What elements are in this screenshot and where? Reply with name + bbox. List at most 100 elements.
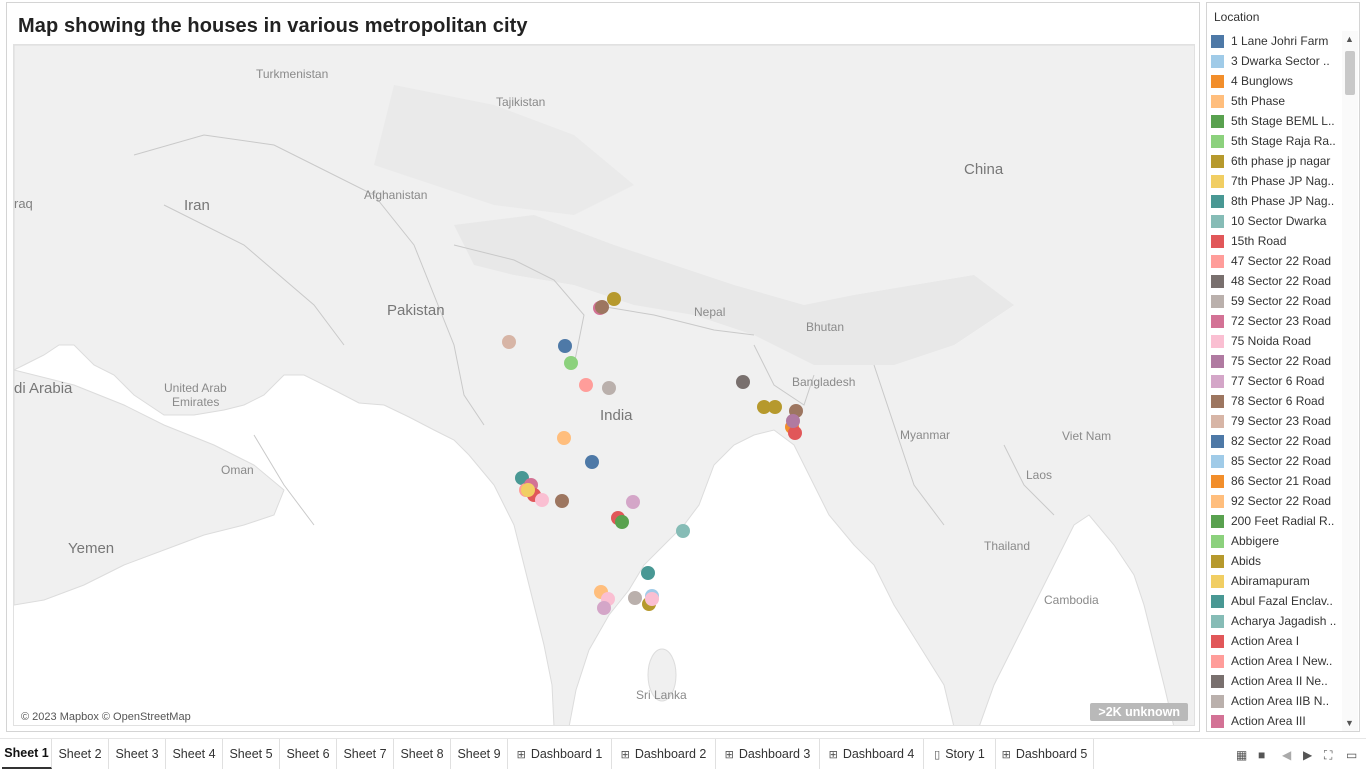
legend-item[interactable]: Action Area IIB N..: [1210, 691, 1340, 711]
tab-sheet-7[interactable]: Sheet 7: [337, 739, 394, 769]
legend-item[interactable]: 72 Sector 23 Road: [1210, 311, 1340, 331]
legend-item[interactable]: 200 Feet Radial R..: [1210, 511, 1340, 531]
tab-story-1[interactable]: ▯ Story 1: [924, 739, 996, 769]
legend-item[interactable]: 77 Sector 6 Road: [1210, 371, 1340, 391]
legend-item[interactable]: 79 Sector 23 Road: [1210, 411, 1340, 431]
legend-item[interactable]: 5th Stage Raja Ra..: [1210, 131, 1340, 151]
legend-item[interactable]: 75 Noida Road: [1210, 331, 1340, 351]
next-icon[interactable]: ▶: [1303, 748, 1313, 762]
legend-item[interactable]: 1 Lane Johri Farm: [1210, 31, 1340, 51]
legend-item[interactable]: 7th Phase JP Nag..: [1210, 171, 1340, 191]
map-label-uae-line1: United Arab: [164, 381, 227, 395]
map-label-india: India: [600, 407, 633, 424]
tab-label: Dashboard 3: [738, 747, 811, 761]
legend-item[interactable]: 3 Dwarka Sector ..: [1210, 51, 1340, 71]
legend-swatch: [1211, 494, 1224, 508]
fullscreen-icon[interactable]: ⛶: [1324, 748, 1333, 762]
legend-swatch: [1211, 114, 1224, 128]
legend-item[interactable]: 4 Bunglows: [1210, 71, 1340, 91]
location-legend: Location 1 Lane Johri Farm 3 Dwarka Secto…: [1206, 2, 1360, 732]
tab-sheet-1[interactable]: Sheet 1: [2, 739, 52, 769]
scroll-down-icon[interactable]: ▼: [1345, 718, 1354, 728]
tab-sheet-6[interactable]: Sheet 6: [280, 739, 337, 769]
dashboard-icon: ⊞: [724, 748, 734, 761]
map-label-vietnam: Viet Nam: [1062, 429, 1112, 443]
dashboard-icon: ⊞: [1001, 748, 1011, 761]
legend-item[interactable]: 59 Sector 22 Road: [1210, 291, 1340, 311]
legend-item[interactable]: Abiramapuram: [1210, 571, 1340, 591]
legend-item[interactable]: 75 Sector 22 Road: [1210, 351, 1340, 371]
prev-icon[interactable]: ◀: [1282, 748, 1292, 762]
tab-sheet-2[interactable]: Sheet 2: [52, 739, 109, 769]
legend-swatch: [1211, 674, 1224, 688]
legend-scrollbar[interactable]: ▲ ▼: [1342, 31, 1358, 731]
legend-item[interactable]: 5th Stage BEML L..: [1210, 111, 1340, 131]
legend-item[interactable]: 82 Sector 22 Road: [1210, 431, 1340, 451]
tab-sheet-3[interactable]: Sheet 3: [109, 739, 166, 769]
legend-item-label: 6th phase jp nagar: [1231, 154, 1331, 168]
legend-item[interactable]: Abbigere: [1210, 531, 1340, 551]
legend-swatch: [1211, 354, 1224, 368]
scroll-thumb[interactable]: [1345, 51, 1355, 95]
tab-dashboard-5[interactable]: ⊞ Dashboard 5: [996, 739, 1094, 769]
legend-item[interactable]: 47 Sector 22 Road: [1210, 251, 1340, 271]
map-attribution[interactable]: © 2023 Mapbox © OpenStreetMap: [19, 711, 193, 723]
legend-item[interactable]: 86 Sector 21 Road: [1210, 471, 1340, 491]
tab-label: Dashboard 4: [842, 747, 915, 761]
tab-label: Dashboard 1: [530, 747, 603, 761]
legend-item-label: 15th Road: [1231, 234, 1287, 248]
tab-sheet-9[interactable]: Sheet 9: [451, 739, 508, 769]
legend-item[interactable]: Action Area III: [1210, 711, 1340, 731]
legend-item[interactable]: 78 Sector 6 Road: [1210, 391, 1340, 411]
map-label-cambodia: Cambodia: [1044, 593, 1099, 607]
dashboard-icon: ⊞: [620, 748, 630, 761]
legend-item-label: Abiramapuram: [1231, 574, 1310, 588]
legend-item[interactable]: 15th Road: [1210, 231, 1340, 251]
legend-item-label: Abul Fazal Enclav..: [1231, 594, 1333, 608]
scroll-up-icon[interactable]: ▲: [1345, 34, 1354, 44]
legend-item-label: Acharya Jagadish ..: [1231, 614, 1337, 628]
legend-item[interactable]: Abul Fazal Enclav..: [1210, 591, 1340, 611]
tab-dashboard-4[interactable]: ⊞ Dashboard 4: [820, 739, 924, 769]
legend-item[interactable]: 85 Sector 22 Road: [1210, 451, 1340, 471]
legend-item-label: 47 Sector 22 Road: [1231, 254, 1332, 268]
legend-swatch: [1211, 134, 1224, 148]
legend-item[interactable]: Action Area I: [1210, 631, 1340, 651]
tab-dashboard-2[interactable]: ⊞ Dashboard 2: [612, 739, 716, 769]
map-view[interactable]: Turkmenistan Tajikistan Afghanistan Iran…: [13, 44, 1195, 726]
legend-item[interactable]: 48 Sector 22 Road: [1210, 271, 1340, 291]
tab-dashboard-1[interactable]: ⊞ Dashboard 1: [508, 739, 612, 769]
tab-sheet-4[interactable]: Sheet 4: [166, 739, 223, 769]
legend-item[interactable]: 10 Sector Dwarka: [1210, 211, 1340, 231]
legend-item-label: Action Area III: [1231, 714, 1306, 728]
legend-item[interactable]: 5th Phase: [1210, 91, 1340, 111]
data-points: [502, 292, 803, 615]
legend-item[interactable]: 8th Phase JP Nag..: [1210, 191, 1340, 211]
legend-swatch: [1211, 174, 1224, 188]
legend-swatch: [1211, 154, 1224, 168]
unknown-values-badge[interactable]: >2K unknown: [1090, 703, 1188, 721]
legend-item[interactable]: Acharya Jagadish ..: [1210, 611, 1340, 631]
legend-swatch: [1211, 634, 1224, 648]
legend-item[interactable]: Abids: [1210, 551, 1340, 571]
map-label-tajikistan: Tajikistan: [496, 95, 546, 109]
filmstrip-icon[interactable]: ■: [1258, 748, 1266, 762]
legend-item-label: 75 Noida Road: [1231, 334, 1312, 348]
legend-item[interactable]: Action Area I New..: [1210, 651, 1340, 671]
map-label-uae-line2: Emirates: [172, 395, 220, 409]
tab-dashboard-3[interactable]: ⊞ Dashboard 3: [716, 739, 820, 769]
legend-item-label: Action Area I New..: [1231, 654, 1333, 668]
legend-swatch: [1211, 654, 1224, 668]
legend-item[interactable]: Action Area II Ne..: [1210, 671, 1340, 691]
legend-item-label: 86 Sector 21 Road: [1231, 474, 1332, 488]
map-label-nepal: Nepal: [694, 305, 726, 319]
legend-item-label: 200 Feet Radial R..: [1231, 514, 1335, 528]
legend-item[interactable]: 6th phase jp nagar: [1210, 151, 1340, 171]
grid-view-icon[interactable]: ▦: [1236, 748, 1248, 762]
legend-swatch: [1211, 694, 1224, 708]
tab-sheet-5[interactable]: Sheet 5: [223, 739, 280, 769]
tab-sheet-8[interactable]: Sheet 8: [394, 739, 451, 769]
dashboard-icon: ⊞: [516, 748, 526, 761]
legend-item[interactable]: 92 Sector 22 Road: [1210, 491, 1340, 511]
presentation-icon[interactable]: ▭: [1346, 748, 1358, 762]
